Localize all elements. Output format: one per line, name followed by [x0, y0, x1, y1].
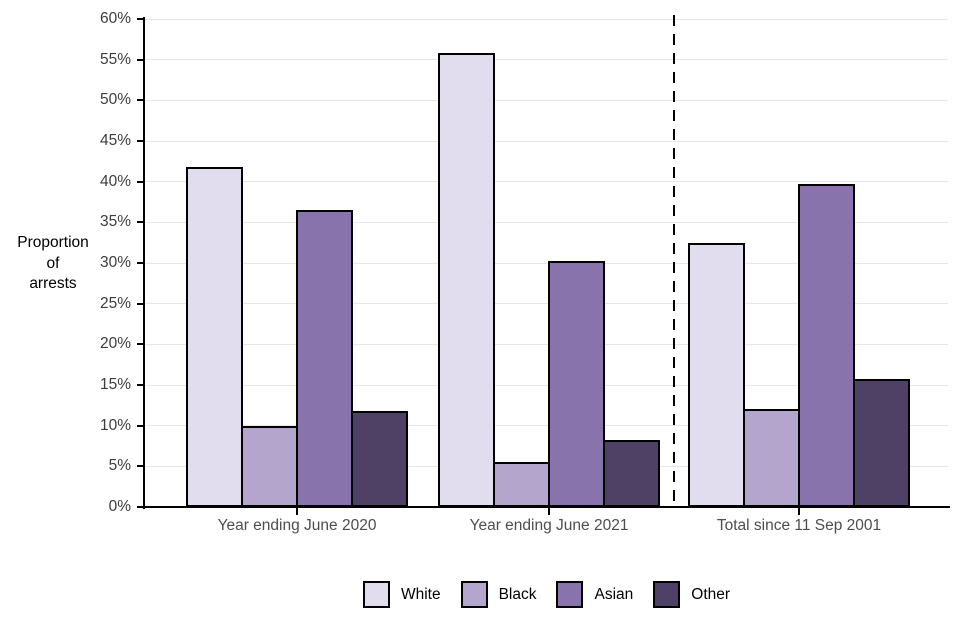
bar-asian-2 [548, 261, 605, 507]
legend-label: Asian [594, 585, 634, 603]
y-axis-tick [137, 99, 144, 102]
bar-asian-1 [296, 210, 353, 507]
gridline [145, 181, 948, 183]
y-axis-tick-label: 35% [99, 213, 131, 231]
y-axis-tick-label: 60% [99, 10, 131, 27]
y-axis-tick-label: 5% [108, 457, 131, 475]
y-axis-tick-label: 20% [99, 335, 131, 353]
dashed-separator-line [673, 15, 675, 507]
gridline [145, 343, 948, 345]
x-axis-line [140, 505, 950, 508]
y-axis-tick [137, 424, 144, 427]
y-axis-tick [137, 18, 144, 20]
gridline [145, 303, 948, 305]
bar-black-3 [743, 409, 800, 507]
y-axis-tick [137, 465, 144, 468]
y-axis-title-line: arrests [29, 275, 77, 292]
bar-other-2 [603, 440, 660, 507]
legend-swatch-black [460, 580, 488, 608]
y-axis-tick-label: 25% [99, 294, 131, 312]
y-axis-tick-label: 15% [99, 376, 131, 393]
legend-item-asian: Asian [556, 580, 634, 608]
legend-label: White [400, 585, 441, 603]
y-axis-title: Proportion of arrests [0, 233, 106, 295]
gridline [145, 221, 948, 223]
y-axis-tick-label: 55% [99, 50, 131, 68]
gridline [145, 18, 948, 20]
gridline [145, 425, 948, 427]
y-axis-tick [137, 343, 144, 346]
x-axis-tick [798, 508, 800, 515]
legend-item-other: Other [653, 580, 731, 608]
x-axis-tick [296, 508, 298, 515]
legend-item-white: White [362, 580, 441, 608]
y-axis-tick-label: 10% [99, 416, 131, 434]
legend-label: Other [691, 585, 731, 603]
gridline [145, 99, 948, 101]
x-axis-category-label: Year ending June 2020 [217, 517, 377, 534]
legend: White Black Asian Other [145, 577, 948, 611]
legend-item-black: Black [460, 580, 537, 608]
y-axis-tick-label: 30% [99, 254, 131, 271]
legend-swatch-white [362, 580, 390, 608]
gridline [145, 140, 948, 142]
y-axis-title-line: of [46, 254, 60, 272]
bar-white-2 [438, 53, 495, 507]
y-axis-tick-label: 0% [108, 498, 131, 515]
bar-asian-3 [798, 184, 855, 507]
bar-white-1 [186, 167, 243, 507]
gridline [145, 384, 948, 386]
y-axis-tick [137, 58, 144, 61]
bar-other-3 [853, 379, 910, 507]
x-axis-category-label: Year ending June 2021 [469, 517, 629, 534]
y-axis-tick-label: 50% [99, 91, 131, 109]
y-axis-tick-label: 45% [99, 132, 131, 149]
y-axis-line [142, 17, 145, 509]
x-axis-category-label: Total since 11 Sep 2001 [716, 517, 882, 534]
y-axis-tick [137, 180, 144, 183]
legend-swatch-asian [556, 580, 584, 608]
gridline [145, 262, 948, 264]
bar-other-1 [351, 411, 408, 507]
legend-swatch-other [653, 580, 681, 608]
y-axis-tick [137, 140, 144, 142]
y-axis-tick-label: 40% [99, 172, 131, 190]
gridline [145, 59, 948, 61]
bar-white-3 [688, 243, 745, 507]
bar-black-1 [241, 426, 298, 507]
y-axis-tick [137, 221, 144, 224]
legend-label: Black [498, 585, 537, 603]
bar-black-2 [493, 462, 550, 507]
y-axis-tick [137, 262, 144, 264]
y-axis-tick [137, 384, 144, 386]
y-axis-title-line: Proportion [17, 234, 89, 251]
x-axis-tick [548, 508, 550, 515]
y-axis-tick [137, 302, 144, 305]
